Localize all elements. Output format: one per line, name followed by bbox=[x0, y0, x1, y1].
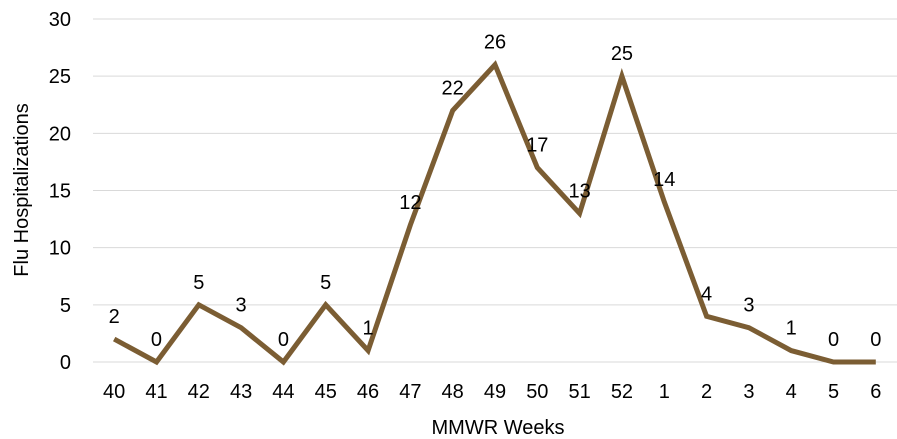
data-label: 1 bbox=[362, 318, 373, 340]
data-label: 0 bbox=[870, 329, 881, 351]
x-tick-label: 43 bbox=[230, 381, 252, 403]
x-tick-label: 49 bbox=[484, 381, 506, 403]
data-label: 13 bbox=[569, 180, 591, 202]
data-label: 1 bbox=[786, 318, 797, 340]
series-line bbox=[113, 60, 876, 366]
x-tick-label: 41 bbox=[145, 381, 167, 403]
data-label: 4 bbox=[701, 283, 712, 305]
x-tick-label: 47 bbox=[399, 381, 421, 403]
x-tick-label: 4 bbox=[786, 381, 797, 403]
y-tick-label: 20 bbox=[49, 123, 71, 145]
x-tick-label: 52 bbox=[611, 381, 633, 403]
data-label: 5 bbox=[193, 272, 204, 294]
data-label: 2 bbox=[109, 306, 120, 328]
y-tick-label: 10 bbox=[49, 238, 71, 260]
data-label: 3 bbox=[236, 295, 247, 317]
x-tick-label: 50 bbox=[526, 381, 548, 403]
data-label: 0 bbox=[828, 329, 839, 351]
y-tick-label: 0 bbox=[60, 352, 71, 374]
data-label: 17 bbox=[526, 135, 548, 157]
y-axis-title: Flu Hospitalizations bbox=[11, 103, 33, 276]
x-tick-label: 48 bbox=[442, 381, 464, 403]
data-label: 0 bbox=[278, 329, 289, 351]
y-tick-label: 15 bbox=[49, 181, 71, 203]
data-label: 14 bbox=[653, 169, 675, 191]
data-label: 5 bbox=[320, 272, 331, 294]
x-tick-label: 44 bbox=[272, 381, 294, 403]
data-label: 0 bbox=[151, 329, 162, 351]
x-tick-label: 45 bbox=[315, 381, 337, 403]
x-tick-label: 3 bbox=[743, 381, 754, 403]
y-axis-ticks: 0 5 10 15 20 25 30 bbox=[49, 9, 71, 374]
y-tick-label: 25 bbox=[49, 66, 71, 88]
x-tick-label: 40 bbox=[103, 381, 125, 403]
data-label: 26 bbox=[484, 32, 506, 54]
x-axis-ticks: 40 41 42 43 44 45 46 47 48 49 50 51 52 1 2 3 4 5 6 bbox=[103, 381, 881, 403]
x-tick-label: 6 bbox=[870, 381, 881, 403]
y-tick-label: 30 bbox=[49, 9, 71, 31]
series bbox=[113, 60, 876, 366]
data-label: 22 bbox=[442, 77, 464, 99]
x-tick-label: 5 bbox=[828, 381, 839, 403]
x-tick-label: 1 bbox=[659, 381, 670, 403]
x-tick-label: 46 bbox=[357, 381, 379, 403]
data-label: 25 bbox=[611, 43, 633, 65]
x-tick-label: 42 bbox=[188, 381, 210, 403]
x-axis-title: MMWR Weeks bbox=[432, 417, 565, 439]
x-tick-label: 2 bbox=[701, 381, 712, 403]
x-tick-label: 51 bbox=[569, 381, 591, 403]
gridlines bbox=[93, 18, 897, 363]
data-label: 12 bbox=[399, 192, 421, 214]
data-labels: 2 0 5 3 0 5 1 12 22 26 17 13 25 14 4 3 1 0 0 bbox=[109, 32, 882, 351]
data-label: 3 bbox=[743, 295, 754, 317]
y-tick-label: 5 bbox=[60, 295, 71, 317]
